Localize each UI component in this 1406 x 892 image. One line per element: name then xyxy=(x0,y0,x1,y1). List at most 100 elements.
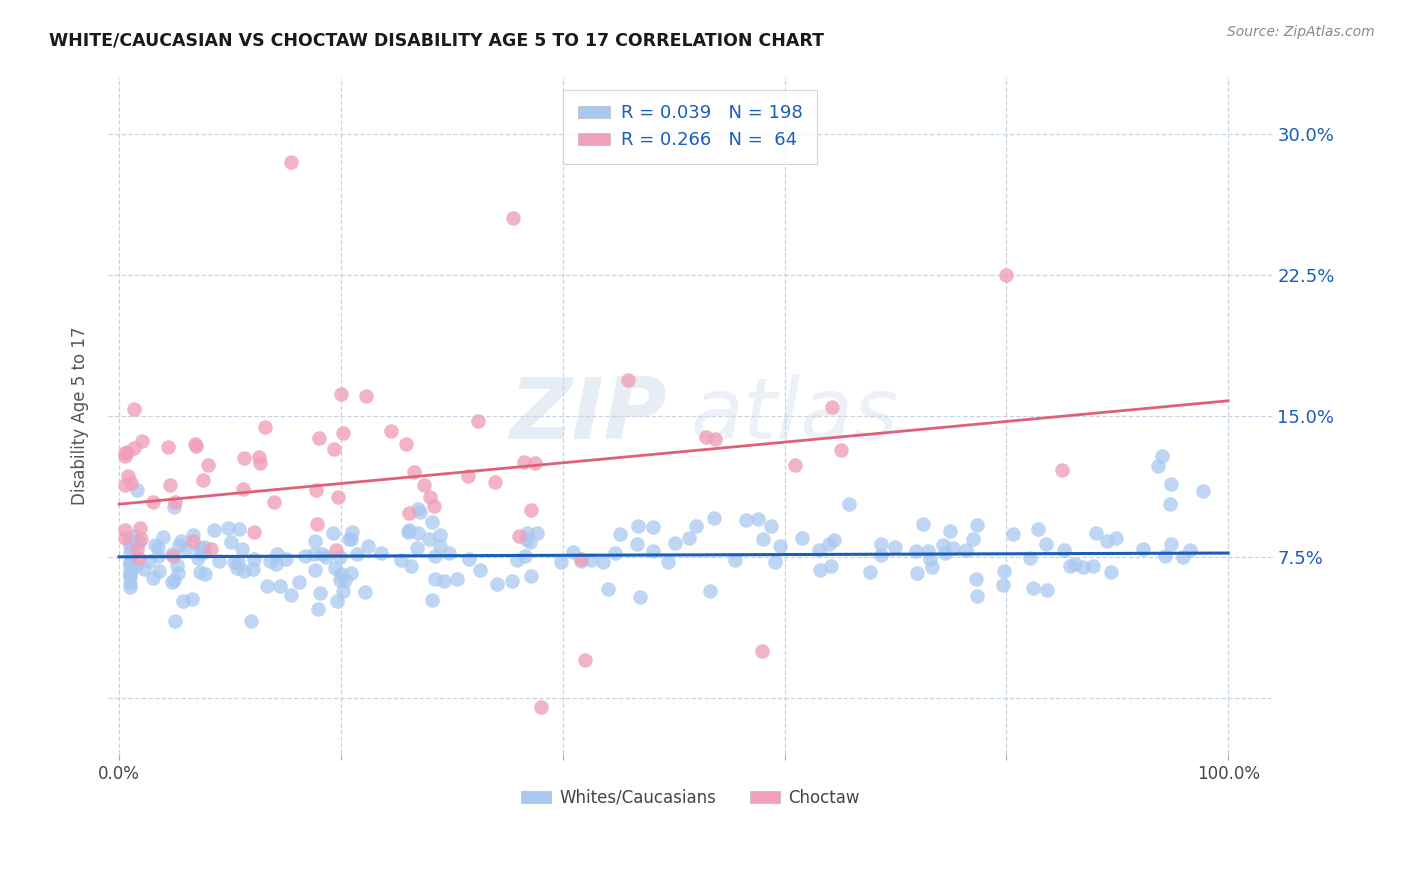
Point xyxy=(191,473,214,487)
Point xyxy=(208,554,231,568)
Point xyxy=(1035,582,1057,597)
Point xyxy=(232,483,254,497)
Point xyxy=(966,589,988,603)
Point xyxy=(571,554,593,568)
Point xyxy=(516,526,538,541)
Point xyxy=(752,532,775,546)
Point xyxy=(1150,449,1173,463)
Point xyxy=(162,549,184,564)
Point xyxy=(529,700,551,714)
Point xyxy=(131,434,153,449)
Point xyxy=(685,519,707,533)
Point xyxy=(125,559,148,574)
Point xyxy=(228,522,250,536)
Point xyxy=(181,591,204,606)
Point xyxy=(181,528,204,542)
Point xyxy=(641,520,664,534)
Point xyxy=(329,549,352,564)
Point xyxy=(934,545,956,559)
Point xyxy=(807,542,830,557)
Point xyxy=(409,505,432,519)
Point xyxy=(1095,534,1118,549)
Point xyxy=(446,572,468,586)
Point xyxy=(294,549,316,563)
Point xyxy=(315,550,337,565)
Point xyxy=(124,441,146,455)
Point xyxy=(308,431,330,445)
Point xyxy=(858,566,880,580)
Point xyxy=(332,584,354,599)
Point xyxy=(695,430,717,444)
Point xyxy=(190,545,212,559)
Point xyxy=(120,557,142,571)
Point xyxy=(160,575,183,590)
Point xyxy=(966,518,988,533)
Point xyxy=(508,529,530,543)
Point xyxy=(1026,521,1049,535)
Point xyxy=(157,440,180,454)
Point xyxy=(152,530,174,544)
Point xyxy=(429,527,451,541)
Point xyxy=(1160,476,1182,491)
Point xyxy=(125,541,148,556)
Point xyxy=(870,548,893,562)
Point xyxy=(412,477,434,491)
Point xyxy=(437,546,460,560)
Point xyxy=(266,547,288,561)
Point xyxy=(515,533,537,547)
Point xyxy=(965,572,987,586)
Point xyxy=(520,503,543,517)
Point xyxy=(703,511,725,525)
Point xyxy=(226,555,249,569)
Point xyxy=(592,555,614,569)
Point xyxy=(524,456,547,470)
Point xyxy=(114,449,136,463)
Point xyxy=(962,532,984,546)
Point xyxy=(1132,542,1154,557)
Point xyxy=(332,425,354,440)
Point xyxy=(114,478,136,492)
Point xyxy=(395,437,418,451)
Point xyxy=(288,575,311,590)
Point xyxy=(1099,565,1122,579)
Point xyxy=(329,573,352,587)
Point xyxy=(1081,559,1104,574)
Point xyxy=(423,572,446,586)
Point xyxy=(484,475,506,489)
Point xyxy=(243,551,266,566)
Point xyxy=(333,573,356,587)
Point xyxy=(148,540,170,554)
Point xyxy=(402,465,425,479)
Point xyxy=(120,562,142,576)
Point xyxy=(1084,525,1107,540)
Point xyxy=(159,478,181,492)
Point xyxy=(305,517,328,532)
Point xyxy=(763,555,786,569)
Point xyxy=(114,531,136,545)
Point xyxy=(912,517,935,532)
Point xyxy=(513,549,536,563)
Point xyxy=(339,532,361,546)
Point xyxy=(346,547,368,561)
Point xyxy=(550,556,572,570)
Point xyxy=(231,541,253,556)
Point xyxy=(142,571,165,585)
Point xyxy=(734,513,756,527)
Point xyxy=(419,490,441,504)
Point xyxy=(165,614,187,628)
Point xyxy=(769,539,792,553)
Point xyxy=(311,547,333,561)
Point xyxy=(820,559,842,574)
Point xyxy=(138,554,160,568)
Point xyxy=(181,534,204,549)
Point xyxy=(519,534,541,549)
Point xyxy=(506,553,529,567)
Point xyxy=(405,541,427,555)
Point xyxy=(643,544,665,558)
Text: WHITE/CAUCASIAN VS CHOCTAW DISABILITY AGE 5 TO 17 CORRELATION CHART: WHITE/CAUCASIAN VS CHOCTAW DISABILITY AG… xyxy=(49,31,824,49)
Point xyxy=(370,546,392,560)
Point xyxy=(838,497,860,511)
Point xyxy=(1191,484,1213,499)
Point xyxy=(322,442,344,456)
Point xyxy=(114,446,136,460)
